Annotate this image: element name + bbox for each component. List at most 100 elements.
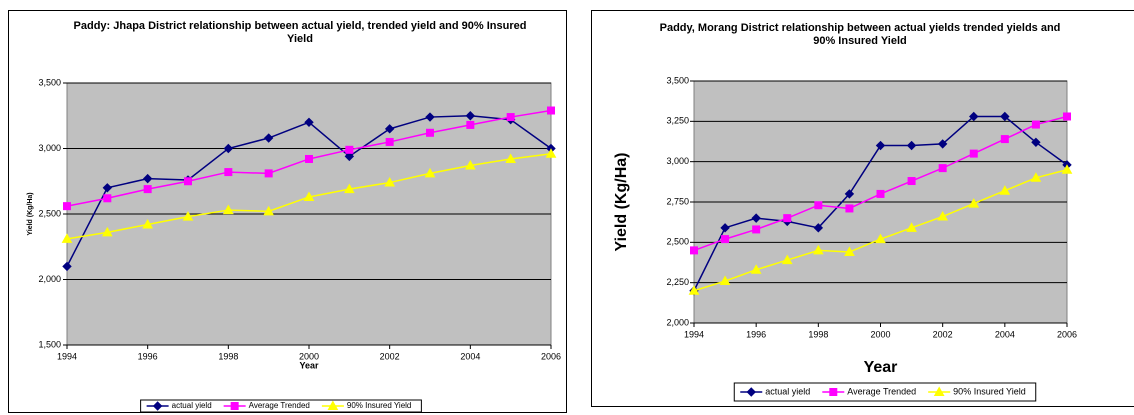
legend-marker — [746, 387, 756, 397]
marker — [999, 185, 1011, 195]
legend-box — [140, 399, 422, 413]
marker — [142, 173, 153, 184]
marker — [61, 233, 73, 243]
marker — [506, 113, 515, 122]
marker — [751, 213, 761, 223]
y-tick-label: 3,500 — [38, 77, 61, 87]
y-tick-label: 1,500 — [38, 339, 61, 349]
marker — [719, 275, 731, 286]
legend-box — [733, 382, 1037, 402]
marker — [721, 235, 730, 244]
marker — [425, 112, 435, 122]
marker — [547, 106, 555, 115]
marker — [263, 133, 274, 143]
x-tick-label: 2004 — [995, 329, 1015, 339]
marker — [303, 191, 315, 201]
legend: actual yield Average Trended 90% Insured Y… — [140, 399, 422, 413]
chart-title: Paddy, Morang District relationship betw… — [659, 22, 1061, 47]
y-tick-label: 2,000 — [38, 274, 61, 284]
x-axis-label: Year — [864, 359, 898, 376]
marker — [545, 148, 557, 158]
legend-label: 90% Insured Yield — [953, 386, 1026, 396]
legend-label: Average Trended — [249, 401, 310, 410]
marker — [263, 205, 275, 216]
marker — [845, 204, 854, 213]
marker — [1063, 112, 1071, 121]
marker — [63, 202, 71, 211]
chart-title: Paddy: Jhapa District relationship betwe… — [73, 20, 527, 45]
x-tick-label: 1996 — [138, 351, 158, 361]
marker — [385, 137, 394, 146]
marker — [102, 183, 113, 193]
marker — [938, 164, 947, 173]
marker — [304, 117, 314, 128]
marker — [690, 246, 698, 255]
marker — [466, 120, 475, 129]
legend-marker — [829, 388, 838, 396]
y-axis-label: Yield (Kg/Ha) — [613, 153, 630, 252]
marker — [1061, 164, 1073, 174]
marker — [1031, 120, 1040, 129]
chart: 2,000 2,250 2,500 2,750 3,000 3,250 3,500 1994 1… — [591, 10, 1134, 407]
marker — [424, 167, 436, 178]
x-tick-label: 2000 — [870, 329, 890, 339]
y-tick-label: 2,250 — [666, 277, 689, 287]
y-tick-label: 3,000 — [666, 156, 689, 166]
x-tick-label: 1996 — [746, 329, 766, 339]
marker — [937, 211, 949, 221]
marker — [143, 185, 152, 194]
marker — [426, 128, 434, 137]
legend-label: actual yield — [172, 401, 212, 410]
marker — [969, 149, 978, 158]
x-tick-label: 1994 — [684, 329, 704, 339]
marker — [844, 189, 855, 199]
marker — [384, 124, 395, 134]
x-axis-label: Year — [299, 360, 319, 370]
y-tick-label: 3,500 — [666, 75, 689, 85]
y-tick-label: 2,500 — [38, 208, 61, 218]
x-tick-label: 2006 — [541, 351, 561, 361]
marker — [813, 223, 824, 233]
marker — [182, 211, 194, 221]
y-tick-label: 2,500 — [666, 237, 689, 247]
marker — [688, 285, 700, 295]
legend-marker — [152, 401, 163, 411]
x-tick-label: 2002 — [380, 351, 400, 361]
marker — [305, 154, 313, 163]
x-tick-label: 2006 — [1057, 329, 1077, 339]
marker — [464, 160, 476, 170]
marker — [343, 183, 355, 194]
marker — [101, 226, 113, 237]
marker — [844, 246, 855, 257]
y-tick-label: 3,250 — [666, 116, 689, 126]
marker — [906, 222, 917, 232]
marker — [264, 169, 273, 178]
x-tick-label: 1994 — [57, 351, 77, 361]
marker — [783, 214, 792, 223]
x-tick-label: 2002 — [933, 329, 953, 339]
marker — [752, 225, 761, 234]
marker — [142, 218, 154, 229]
legend-label: Average Trended — [847, 386, 916, 396]
marker — [505, 153, 517, 163]
marker — [1031, 137, 1041, 148]
legend: actual yield Average Trended 90% Insured Y… — [733, 382, 1037, 402]
marker — [184, 177, 192, 186]
marker — [812, 244, 824, 255]
marker — [969, 111, 979, 122]
x-tick-label: 2004 — [460, 351, 480, 361]
x-tick-label: 2000 — [299, 351, 319, 361]
marker — [345, 145, 354, 154]
y-tick-label: 3,000 — [38, 143, 61, 153]
marker — [720, 223, 730, 233]
marker — [344, 151, 355, 162]
x-tick-label: 1998 — [808, 329, 828, 339]
marker — [876, 189, 885, 198]
marker — [814, 201, 823, 210]
marker — [907, 177, 916, 186]
marker — [384, 177, 396, 187]
marker — [875, 233, 886, 244]
marker — [62, 261, 72, 272]
marker — [906, 140, 917, 151]
